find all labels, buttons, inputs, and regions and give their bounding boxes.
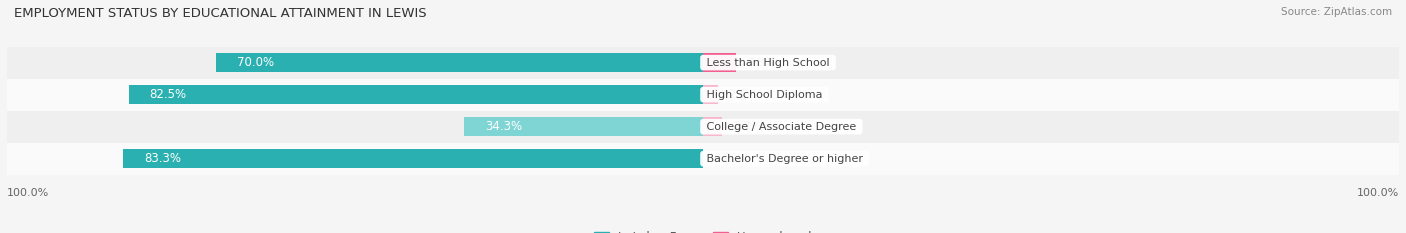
Text: 2.1%: 2.1% [728, 88, 758, 101]
Text: EMPLOYMENT STATUS BY EDUCATIONAL ATTAINMENT IN LEWIS: EMPLOYMENT STATUS BY EDUCATIONAL ATTAINM… [14, 7, 426, 20]
Text: 4.8%: 4.8% [747, 56, 776, 69]
Text: 34.3%: 34.3% [485, 120, 522, 133]
Text: 82.5%: 82.5% [149, 88, 187, 101]
Legend: In Labor Force, Unemployed: In Labor Force, Unemployed [589, 226, 817, 233]
Text: Less than High School: Less than High School [703, 58, 834, 68]
Bar [7, 79, 1399, 111]
Text: 100.0%: 100.0% [1357, 188, 1399, 198]
Bar [217, 53, 703, 72]
Bar [703, 53, 737, 72]
Bar [464, 117, 703, 136]
Text: Source: ZipAtlas.com: Source: ZipAtlas.com [1281, 7, 1392, 17]
Text: 2.7%: 2.7% [733, 120, 762, 133]
Text: 70.0%: 70.0% [236, 56, 274, 69]
Bar [129, 85, 703, 104]
Text: 0.0%: 0.0% [713, 152, 742, 165]
Bar [703, 85, 717, 104]
Text: Bachelor's Degree or higher: Bachelor's Degree or higher [703, 154, 866, 164]
Text: High School Diploma: High School Diploma [703, 90, 825, 100]
Bar [703, 117, 721, 136]
Text: College / Associate Degree: College / Associate Degree [703, 122, 859, 132]
Bar [7, 47, 1399, 79]
Bar [7, 111, 1399, 143]
Text: 100.0%: 100.0% [7, 188, 49, 198]
Bar [124, 149, 703, 168]
Text: 83.3%: 83.3% [145, 152, 181, 165]
Bar [7, 143, 1399, 175]
